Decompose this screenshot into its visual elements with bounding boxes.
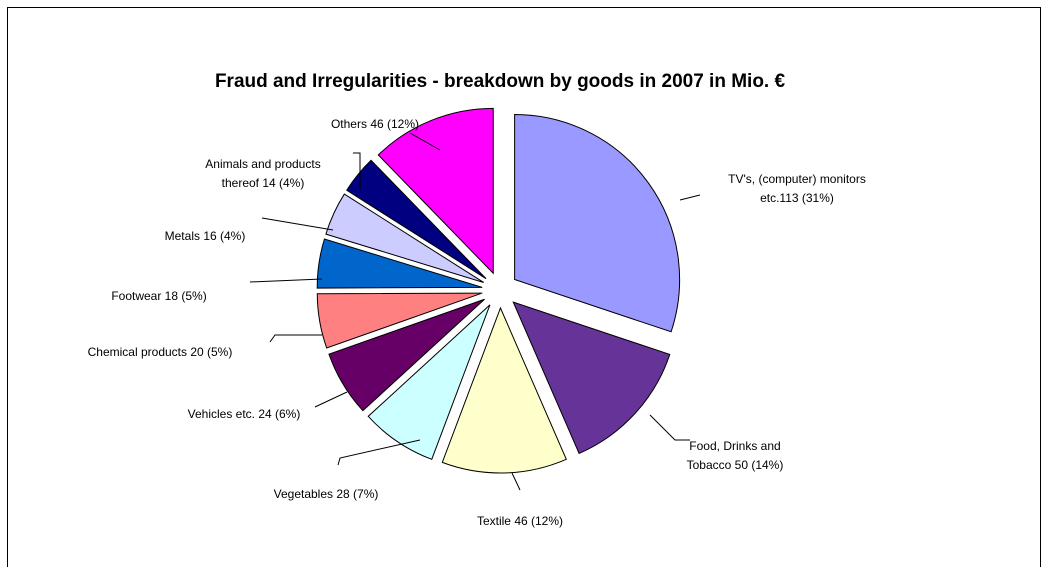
slice-label: Animals and products thereof 14 (4%): [205, 157, 320, 190]
pie-slice-footwear: [316, 238, 483, 289]
leader-line: [511, 472, 521, 491]
pie-chart: TV's, (computer) monitors etc.113 (31%) Fo…: [88, 107, 866, 528]
pie-slice-food-drinks-and-tobacco: [512, 301, 671, 455]
leader-line: [314, 391, 348, 408]
pie-slice-tv-s-computer-monitors-etc: [514, 113, 681, 333]
chart-frame: [7, 7, 1041, 567]
pie-slice-vehicles-etc: [328, 298, 485, 412]
leader-line: [679, 194, 701, 201]
leader-line: [249, 278, 323, 283]
slice-label: Food, Drinks and Tobacco 50 (14%): [687, 439, 784, 472]
leader-line: [649, 414, 690, 441]
leader-line: [337, 439, 421, 466]
pie-slice-animals-and-products-thereof: [346, 159, 487, 280]
pie-slice-textile: [441, 306, 567, 474]
slice-label: Chemical products 20 (5%): [88, 345, 233, 359]
leader-line: [353, 152, 361, 190]
leader-line: [261, 217, 334, 231]
pie-slice-vegetables: [367, 304, 491, 460]
leader-line: [409, 132, 441, 151]
leader-line: [269, 334, 322, 343]
slice-label: Vehicles etc. 24 (6%): [188, 407, 301, 421]
slice-label: Textile 46 (12%): [477, 514, 563, 528]
pie-slice-chemical-products: [316, 292, 483, 349]
slice-label: Metals 16 (4%): [165, 229, 246, 243]
slice-label: Vegetables 28 (7%): [274, 487, 379, 501]
slice-label: TV's, (computer) monitors etc.113 (31%): [728, 172, 866, 205]
chart-title: Fraud and Irregularities - breakdown by …: [214, 71, 786, 92]
pie-slice-others: [377, 107, 494, 275]
slice-label: Footwear 18 (5%): [111, 289, 206, 303]
slice-label: Others 46 (12%): [331, 117, 419, 131]
pie-slice-metals: [325, 193, 484, 283]
